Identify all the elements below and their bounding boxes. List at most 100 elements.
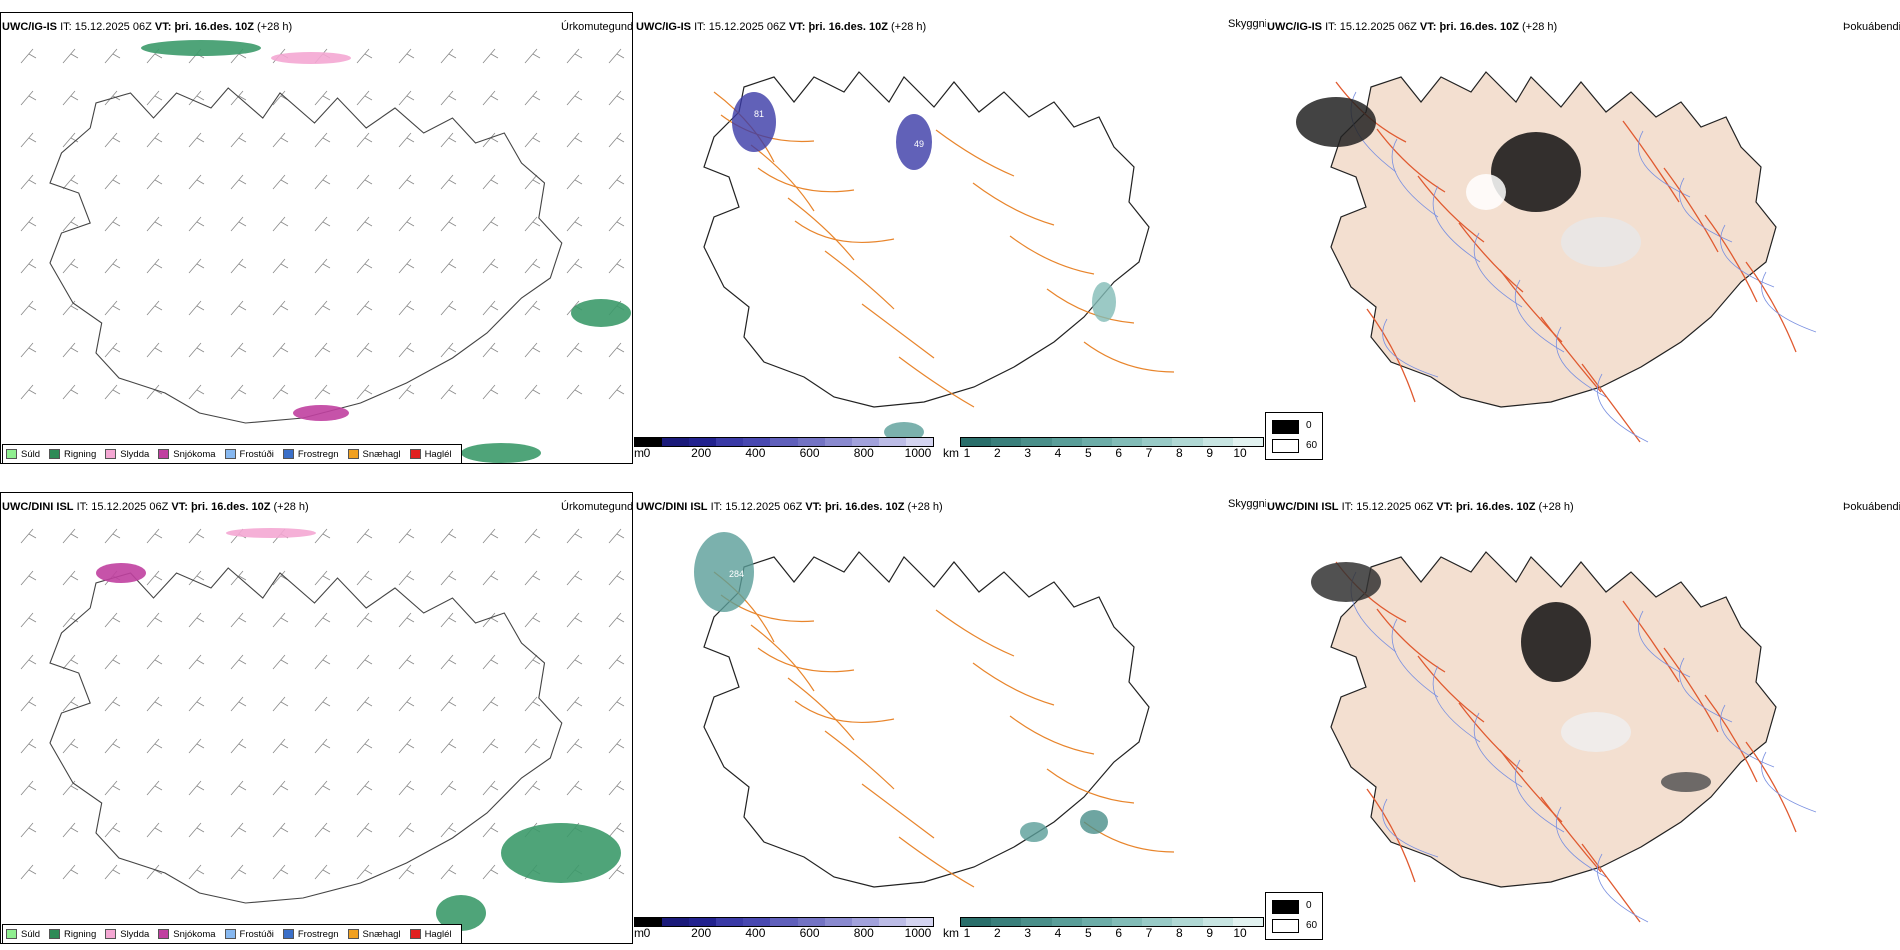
wind-barb	[146, 822, 163, 838]
wind-barb	[356, 258, 373, 274]
river-line	[1679, 657, 1733, 723]
colorbar-step	[1051, 918, 1082, 926]
wind-barb	[608, 738, 625, 754]
wind-barb	[272, 384, 289, 400]
colorbar-step	[1172, 438, 1203, 446]
wind-barb	[482, 738, 499, 754]
wind-barb	[482, 528, 499, 544]
wind-barb	[188, 864, 205, 880]
wind-barb	[188, 570, 205, 586]
wind-barbs	[20, 528, 625, 880]
wind-barb	[440, 300, 457, 316]
wind-barb	[104, 300, 121, 316]
road-line	[1366, 788, 1416, 883]
visibility-unit: km	[943, 446, 959, 460]
wind-barb	[20, 780, 37, 796]
wind-barb	[314, 654, 331, 670]
precip-legend-item: Frostregn	[282, 449, 339, 460]
colorbar-step	[1232, 918, 1264, 926]
precip-legend-label: Snjókoma	[173, 448, 216, 460]
colorbar-tick-label: 200	[691, 446, 712, 460]
fog-area	[1311, 562, 1381, 602]
visibility-value-label: 185	[1109, 824, 1124, 834]
wind-barb	[314, 570, 331, 586]
visibility-colorbar	[960, 917, 1264, 927]
colorbar-tick-label: 5	[1084, 446, 1092, 460]
road-line	[1083, 341, 1175, 373]
wind-barb	[146, 570, 163, 586]
wind-barb	[440, 174, 457, 190]
precip-legend-item: Frostregn	[282, 929, 339, 940]
wind-barb	[104, 780, 121, 796]
wind-barb	[20, 132, 37, 148]
wind-barb	[398, 90, 415, 106]
colorbar-tick-label: 600	[799, 926, 820, 940]
colorbar-tick-label: 0	[643, 446, 651, 460]
precip-legend-item: Rigning	[49, 449, 96, 460]
wind-barb	[272, 612, 289, 628]
wind-barb	[608, 864, 625, 880]
wind-barb	[566, 780, 583, 796]
colorbar-step	[824, 438, 852, 446]
wind-barb	[188, 300, 205, 316]
wind-barb	[608, 612, 625, 628]
precip-area	[226, 528, 316, 538]
colorbar-tick-label: 1	[963, 446, 971, 460]
colorbar-step	[1112, 918, 1143, 926]
coastline	[1330, 551, 1777, 888]
precip-legend-swatch	[409, 929, 421, 939]
colorbar-tick-label: 1000	[904, 446, 932, 460]
precip-legend-swatch	[409, 449, 421, 459]
wind-barb	[188, 528, 205, 544]
wind-barb	[524, 216, 541, 232]
wind-barb	[440, 342, 457, 358]
precip-area	[571, 299, 631, 327]
fog-label-high: 60	[1306, 920, 1318, 931]
precip-legend: Súld Rigning Slydda Snjókoma Frostúði Frostre…	[2, 924, 462, 943]
fog-panel-ig	[1266, 12, 1900, 464]
wind-barb	[524, 570, 541, 586]
fog-area	[1296, 97, 1376, 147]
wind-barb	[62, 300, 79, 316]
colorbar-tick-label: 200	[691, 926, 712, 940]
wind-barb	[440, 654, 457, 670]
colorbar-step	[878, 438, 906, 446]
precip-legend-swatch	[347, 449, 359, 459]
header-row2-vis: UWC/DINI ISL IT: 15.12.2025 06Z VT: þri.…	[636, 501, 943, 513]
colorbar-step	[1051, 438, 1082, 446]
wind-barb	[20, 48, 37, 64]
wind-barb	[104, 384, 121, 400]
wind-barb	[608, 174, 625, 190]
panel-title-fog: Þokuábendi	[1843, 501, 1900, 513]
precip-legend-item: Rigning	[49, 929, 96, 940]
wind-barb	[146, 132, 163, 148]
wind-barb	[314, 864, 331, 880]
wind-barb	[482, 48, 499, 64]
colorbar-tick-label: 10	[1233, 926, 1247, 940]
wind-barb	[188, 90, 205, 106]
wind-barb	[566, 216, 583, 232]
precip-legend-label: Haglél	[424, 448, 452, 460]
wind-barb	[314, 90, 331, 106]
road-line	[1009, 235, 1095, 275]
river-line	[1514, 279, 1565, 353]
colorbar-step	[797, 918, 825, 926]
wind-barb	[398, 822, 415, 838]
fog-area	[1521, 602, 1591, 682]
wind-barb	[524, 528, 541, 544]
colorbar-step	[905, 438, 934, 446]
colorbar-step	[1172, 918, 1203, 926]
road-line	[794, 700, 895, 724]
river-line	[1382, 318, 1439, 378]
colorbar-step	[851, 438, 879, 446]
colorbar-tick-label: 7	[1145, 926, 1153, 940]
wind-barb	[440, 864, 457, 880]
visibility-value-label: 161	[784, 559, 799, 569]
wind-barb	[230, 780, 247, 796]
wind-barb	[566, 696, 583, 712]
fog-area	[1561, 217, 1641, 267]
precip-legend-item: Slydda	[105, 929, 149, 940]
visibility-area	[1020, 822, 1048, 842]
visibility-panel-ig: 81 49 92	[634, 12, 1266, 464]
fog-area	[1561, 712, 1631, 752]
